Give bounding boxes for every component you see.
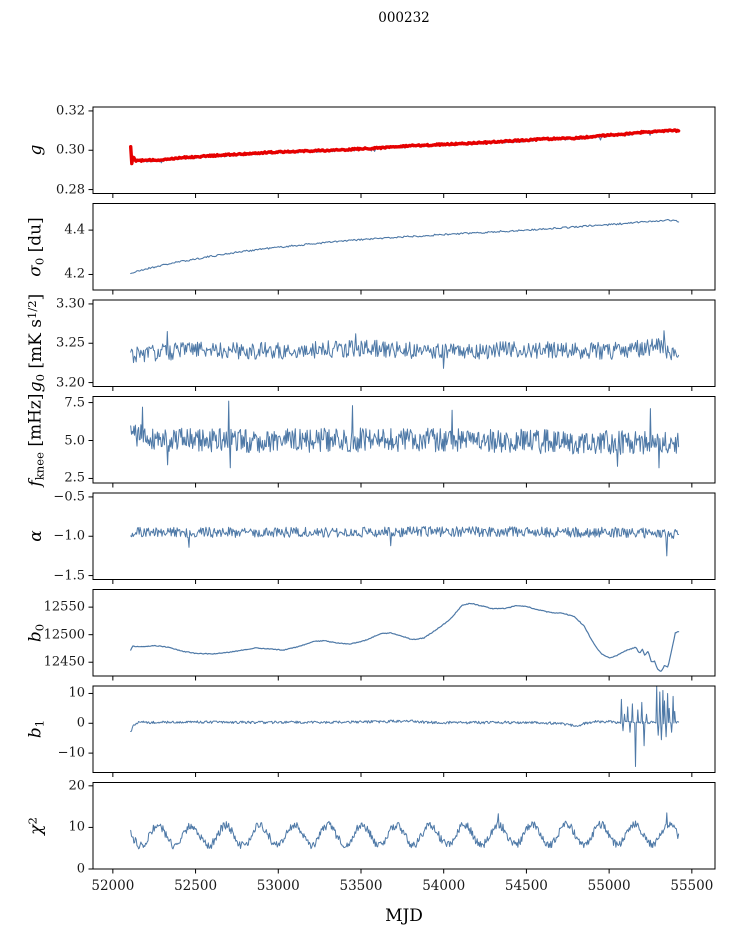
- y-tick-label-b1: −10: [57, 745, 85, 761]
- y-tick-label-fknee: 2.5: [64, 470, 85, 486]
- x-tick-label: 55000: [587, 878, 631, 894]
- ylabel-part: f: [25, 479, 46, 487]
- y-tick-label-fknee: 5.0: [64, 433, 85, 448]
- ylabel-text-g: g: [26, 145, 46, 156]
- ylabel-text-sigma0: σ0 [du]: [25, 217, 46, 276]
- ylabel-part: [du]: [25, 217, 46, 258]
- subplot-chi2: [88, 782, 716, 874]
- y-tick-label-sigma0: 4.2: [64, 266, 85, 282]
- y-tick-label-b1: 10: [68, 685, 85, 701]
- subplot-g: [88, 106, 716, 198]
- x-tick-label: 53500: [339, 878, 383, 894]
- series-chi2: [130, 812, 680, 850]
- x-tick-label: 52000: [91, 878, 135, 894]
- axes-frame-sigma0: [92, 203, 716, 291]
- y-tick-label-sigma0: 4.4: [64, 222, 85, 238]
- ylabel-text-chi2: χ2: [25, 817, 46, 835]
- x-axis-label: MJD: [385, 906, 423, 926]
- ylabel-part: 1/2: [24, 300, 39, 320]
- series-g0: [130, 330, 680, 369]
- plot-title: 000232: [378, 10, 430, 26]
- y-tick-label-alpha: −1.5: [53, 568, 85, 584]
- y-tick-label-g0: 3.25: [56, 335, 85, 351]
- axes-frame-fknee: [92, 396, 716, 484]
- series-alpha: [130, 526, 680, 557]
- y-tick-label-b0: 12450: [43, 654, 85, 670]
- ylabel-text-g0: g0 [mK s1/2]: [25, 294, 47, 392]
- ylabel-part: g: [26, 381, 47, 393]
- series-b0: [130, 602, 680, 672]
- y-tick-label-g: 0.28: [56, 182, 85, 198]
- y-tick-label-b1: 0: [76, 715, 85, 731]
- y-tick-label-alpha: −1.0: [53, 528, 85, 544]
- ylabel-part: g: [26, 144, 46, 156]
- ylabel-part: b: [25, 630, 46, 642]
- x-tick-label: 52500: [174, 878, 218, 894]
- y-tick-label-chi2: 10: [68, 819, 85, 835]
- ylabel-part: [mK s: [26, 319, 47, 375]
- axes-frame-alpha: [92, 492, 716, 580]
- axes-frame-b1: [92, 685, 716, 773]
- axes-frame-b0: [92, 589, 716, 677]
- y-tick-label-b0: 12500: [43, 627, 85, 643]
- ylabel-part: knee: [32, 451, 47, 480]
- subplot-alpha: [88, 492, 716, 584]
- subplot-b1: [88, 685, 716, 777]
- ylabel-part: χ: [26, 824, 47, 835]
- ylabel-part: α: [26, 530, 46, 542]
- series-sigma0: [130, 218, 680, 275]
- ylabel-part: 2: [25, 816, 40, 825]
- subplot-sigma0: [88, 203, 716, 295]
- ylabel-part: 1: [32, 720, 47, 728]
- ylabel-part: ]: [26, 294, 47, 301]
- subplot-g0: [88, 299, 716, 391]
- y-tick-label-alpha: −0.5: [53, 489, 85, 505]
- subplot-b0: [88, 589, 716, 681]
- y-tick-label-g0: 3.20: [56, 375, 85, 391]
- y-tick-label-chi2: 0: [76, 861, 85, 877]
- y-tick-label-fknee: 7.5: [64, 395, 85, 411]
- ylabel-text-fknee: fknee [mHz]: [25, 393, 46, 486]
- ylabel-part: 0: [33, 374, 48, 382]
- ylabel-text-b1: b1: [25, 720, 46, 738]
- ylabel-text-alpha: α: [26, 531, 46, 542]
- x-tick-label: 55500: [670, 878, 714, 894]
- ylabel-part: b: [25, 727, 46, 739]
- x-tick-label: 54500: [504, 878, 548, 894]
- series-b1: [130, 686, 680, 767]
- ylabel-text-b0: b0: [25, 624, 46, 642]
- axes-frame-g0: [92, 299, 716, 387]
- ylabel-part: [mHz]: [25, 393, 46, 452]
- subplot-fknee: [88, 396, 716, 488]
- y-tick-label-g: 0.32: [56, 103, 85, 119]
- series-g-overlay: [129, 128, 681, 166]
- x-tick-label: 54000: [422, 878, 466, 894]
- y-tick-label-g: 0.30: [56, 142, 85, 158]
- ylabel-part: 0: [32, 257, 47, 265]
- y-tick-label-chi2: 20: [68, 778, 85, 794]
- y-tick-label-g0: 3.30: [56, 296, 85, 312]
- x-tick-label: 53000: [256, 878, 300, 894]
- ylabel-part: 0: [32, 623, 47, 631]
- axes-frame-chi2: [92, 782, 716, 870]
- series-fknee: [130, 400, 680, 469]
- ylabel-part: σ: [25, 264, 46, 277]
- axes-frame-g: [92, 106, 716, 194]
- y-tick-label-b0: 12550: [43, 599, 85, 615]
